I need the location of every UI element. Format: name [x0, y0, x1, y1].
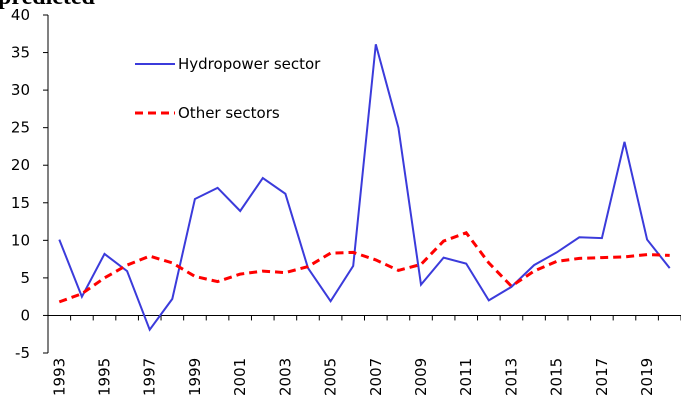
- y-tick-label: 35: [11, 44, 30, 62]
- y-tick-label: 40: [11, 6, 30, 24]
- series-line: [58, 231, 670, 304]
- y-tick-label: 10: [11, 231, 30, 249]
- x-tick-label: 2007: [367, 358, 385, 396]
- series-line: [58, 44, 671, 332]
- x-tick-label: 2019: [638, 358, 656, 396]
- x-tick-label: 2001: [231, 358, 249, 396]
- x-tick-label: 2013: [502, 358, 520, 396]
- y-tick-label: -5: [15, 344, 30, 362]
- x-tick-label: 1995: [96, 358, 114, 396]
- x-tick-label: 2003: [276, 358, 294, 396]
- x-tick-label: 2015: [548, 358, 566, 396]
- x-tick-label: 1997: [141, 358, 159, 396]
- x-tick-label: 1999: [186, 358, 204, 396]
- y-tick-label: 25: [11, 119, 30, 137]
- x-tick-label: 2011: [457, 358, 475, 396]
- x-tick-label: 2017: [593, 358, 611, 396]
- x-tick-label: 2009: [412, 358, 430, 396]
- legend-label: Other sectors: [178, 104, 280, 122]
- x-tick-label: 1993: [50, 358, 68, 396]
- y-tick-label: 0: [20, 306, 30, 324]
- y-tick-label: 5: [20, 269, 30, 287]
- y-tick-label: 30: [11, 81, 30, 99]
- caption: predicted: [0, 0, 96, 10]
- y-tick-label: 15: [11, 194, 30, 212]
- x-tick-label: 2005: [322, 358, 340, 396]
- y-tick-label: 20: [11, 156, 30, 174]
- legend-label: Hydropower sector: [178, 55, 321, 73]
